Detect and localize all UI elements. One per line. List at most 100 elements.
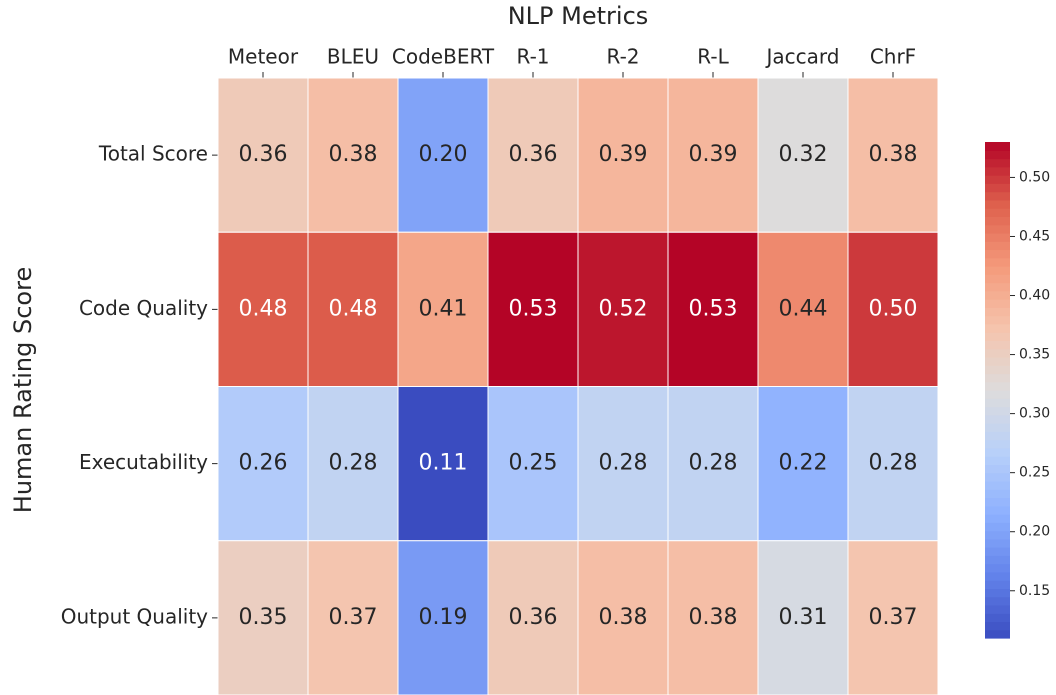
colorbar-segment (985, 208, 1010, 217)
colorbar-segment (985, 282, 1010, 292)
colorbar-segment (985, 142, 1010, 151)
colorbar-segment (985, 456, 1010, 465)
colorbar-segment (985, 604, 1010, 614)
cell-label: 0.20 (419, 142, 468, 167)
colorbar-segment (985, 150, 1010, 160)
y-tick-label: Executability (79, 450, 208, 474)
colorbar-segment (985, 365, 1010, 375)
cell-label: 0.37 (329, 605, 378, 630)
heatmap-cell (307, 231, 399, 387)
colorbar-segment (985, 398, 1010, 408)
colorbar-segment (985, 588, 1010, 598)
cell-label: 0.32 (779, 142, 828, 167)
colorbar-segment (985, 224, 1010, 234)
cell-label: 0.36 (509, 142, 558, 167)
cell-label: 0.53 (689, 296, 738, 321)
cell-label: 0.39 (599, 142, 648, 167)
cell-label: 0.52 (599, 296, 648, 321)
cell-label: 0.48 (329, 296, 378, 321)
heatmap-cell (847, 386, 939, 542)
cell-label: 0.44 (779, 296, 828, 321)
heatmap-cell (217, 386, 309, 542)
x-tick-label: R-1 (516, 45, 549, 69)
cell-label: 0.11 (419, 451, 468, 476)
colorbar-tick-label: 0.45 (1019, 228, 1050, 244)
colorbar-tick-label: 0.35 (1019, 347, 1050, 363)
colorbar-tick-label: 0.25 (1019, 465, 1050, 481)
colorbar-segment (985, 249, 1010, 259)
colorbar-segment (985, 323, 1010, 333)
cell-label: 0.38 (599, 605, 648, 630)
cell-label: 0.39 (689, 142, 738, 167)
colorbar-segment (985, 423, 1010, 432)
heatmap-cell (667, 231, 759, 387)
colorbar-segment (985, 274, 1010, 284)
colorbar-segment (985, 340, 1010, 350)
colorbar-segment (985, 241, 1010, 251)
colorbar-segment (985, 290, 1010, 300)
colorbar-segment (985, 547, 1010, 556)
x-tick-label: Meteor (228, 45, 299, 69)
colorbar-segment (985, 315, 1010, 325)
colorbar-segment (985, 489, 1010, 499)
heatmap-cell (847, 231, 939, 387)
heatmap-cell (307, 386, 399, 542)
cell-label: 0.50 (869, 296, 918, 321)
cell-label: 0.26 (239, 451, 288, 476)
colorbar-segment (985, 538, 1010, 548)
cell-label: 0.37 (869, 605, 918, 630)
colorbar-tick-label: 0.15 (1019, 583, 1050, 599)
heatmap-cell (667, 386, 759, 542)
colorbar-segment (985, 514, 1010, 523)
heatmap-cell (847, 540, 939, 695)
cell-label: 0.38 (869, 142, 918, 167)
colorbar-segment (985, 175, 1010, 184)
x-tick-label: Jaccard (765, 45, 840, 69)
colorbar-segment (985, 480, 1010, 490)
heatmap-cell (397, 231, 489, 387)
colorbar-segment (985, 307, 1010, 317)
y-axis-label: Human Rating Score (9, 267, 37, 513)
colorbar-segment (985, 191, 1010, 201)
colorbar-tick-label: 0.30 (1019, 406, 1050, 422)
colorbar-segment (985, 381, 1010, 391)
x-tick-label: ChrF (870, 45, 916, 69)
colorbar-tick-label: 0.20 (1019, 524, 1050, 540)
colorbar-tick-label: 0.40 (1019, 288, 1050, 304)
cell-label: 0.36 (509, 605, 558, 630)
chart-title: NLP Metrics (508, 2, 649, 30)
colorbar-segment (985, 299, 1010, 308)
heatmap-cell (577, 231, 669, 387)
y-tick-label: Output Quality (61, 604, 208, 628)
colorbar-segment (985, 439, 1010, 449)
heatmap-cell (757, 77, 849, 233)
colorbar-segment (985, 431, 1010, 441)
x-tick-label: CodeBERT (392, 45, 495, 69)
colorbar-segment (985, 356, 1010, 366)
x-tick-label: R-2 (606, 45, 639, 69)
cell-label: 0.36 (239, 142, 288, 167)
colorbar-segment (985, 555, 1010, 565)
heatmap-cell (667, 77, 759, 233)
colorbar-segment (985, 613, 1010, 623)
y-tick-label: Total Score (98, 142, 208, 166)
cell-label: 0.28 (329, 451, 378, 476)
cell-label: 0.19 (419, 605, 468, 630)
heatmap-cell (487, 231, 579, 387)
cell-label: 0.53 (509, 296, 558, 321)
heatmap-cell (667, 540, 759, 695)
colorbar-segment (985, 621, 1010, 631)
colorbar-segment (985, 530, 1010, 540)
colorbar-segment (985, 232, 1010, 242)
colorbar-segment (985, 332, 1010, 341)
cell-label: 0.28 (689, 451, 738, 476)
colorbar-segment (985, 447, 1010, 457)
cell-label: 0.25 (509, 451, 558, 476)
heatmap-cell (397, 540, 489, 695)
colorbar-segment (985, 580, 1010, 589)
heatmap-cell (217, 231, 309, 387)
colorbar-segment (985, 406, 1010, 416)
colorbar-tick-label: 0.50 (1019, 169, 1050, 185)
cell-label: 0.38 (689, 605, 738, 630)
